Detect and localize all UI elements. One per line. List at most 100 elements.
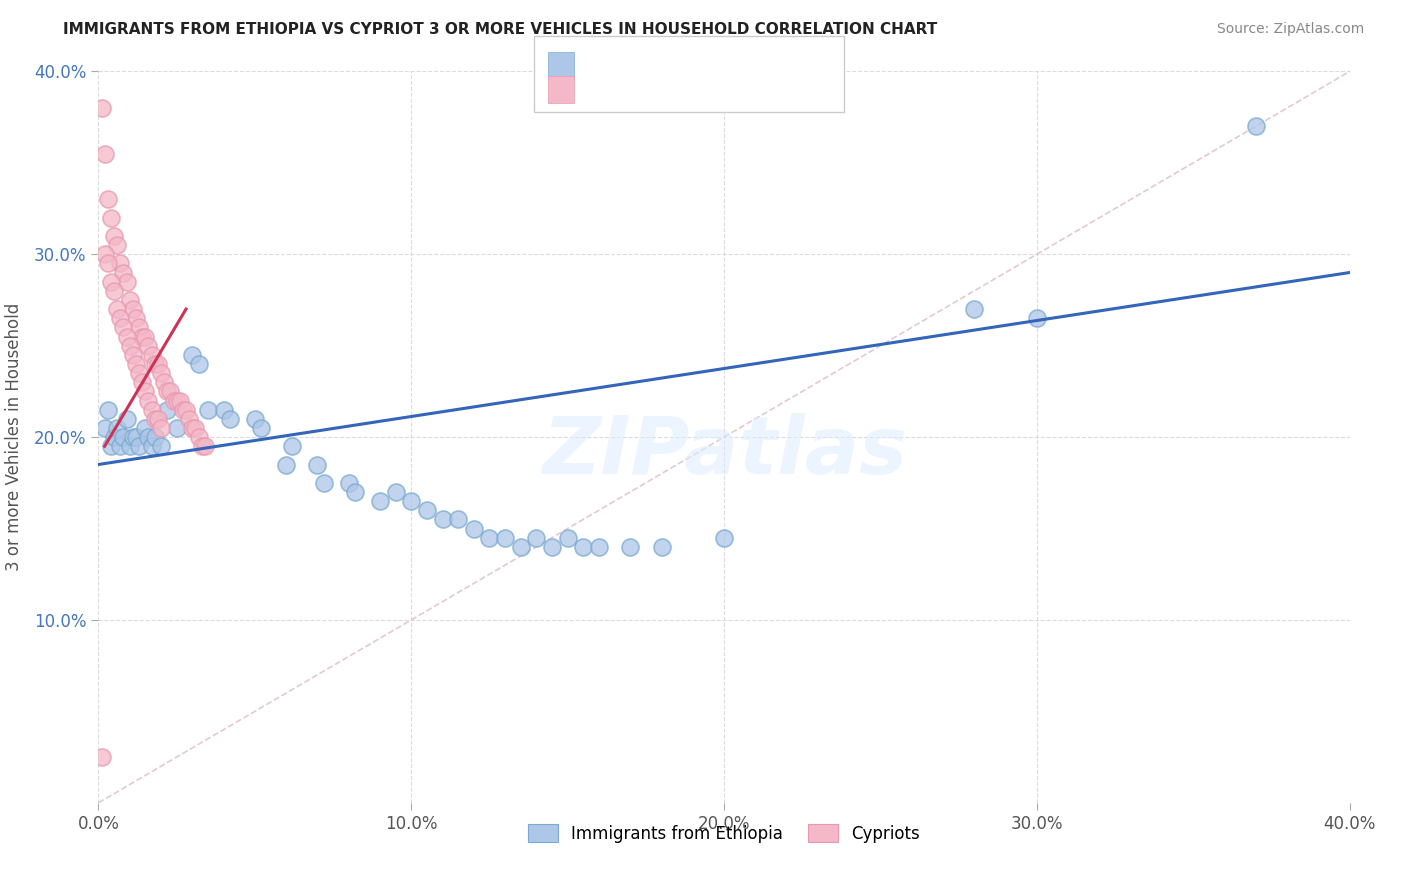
Point — [150, 366, 173, 380]
Text: N = 53: N = 53 — [693, 56, 756, 74]
Point — [494, 531, 516, 545]
Point — [100, 275, 122, 289]
Point — [115, 412, 138, 426]
Point — [541, 540, 564, 554]
Point — [212, 402, 235, 417]
Legend: Immigrants from Ethiopia, Cypriots: Immigrants from Ethiopia, Cypriots — [522, 818, 927, 849]
Point — [557, 531, 579, 545]
Point — [218, 412, 240, 426]
Point — [125, 430, 148, 444]
Point — [112, 266, 135, 280]
Text: IMMIGRANTS FROM ETHIOPIA VS CYPRIOT 3 OR MORE VEHICLES IN HOUSEHOLD CORRELATION : IMMIGRANTS FROM ETHIOPIA VS CYPRIOT 3 OR… — [63, 22, 938, 37]
Point — [368, 494, 391, 508]
Point — [100, 211, 122, 225]
Point — [343, 485, 366, 500]
Point — [118, 293, 141, 307]
Point — [184, 421, 207, 435]
Point — [134, 421, 156, 435]
Text: Source: ZipAtlas.com: Source: ZipAtlas.com — [1216, 22, 1364, 37]
Point — [131, 375, 153, 389]
Point — [150, 439, 173, 453]
Point — [162, 393, 184, 408]
Point — [110, 256, 132, 270]
Point — [1026, 311, 1049, 326]
Point — [526, 531, 548, 545]
Point — [447, 512, 470, 526]
Point — [384, 485, 406, 500]
Point — [156, 402, 179, 417]
Point — [713, 531, 735, 545]
Point — [105, 421, 128, 435]
Point — [963, 301, 986, 317]
Text: N = 55: N = 55 — [693, 80, 756, 98]
Point — [281, 439, 304, 453]
Point — [143, 412, 166, 426]
Point — [105, 238, 128, 252]
Point — [138, 338, 160, 352]
Point — [250, 421, 273, 435]
Point — [112, 320, 135, 334]
Point — [105, 301, 128, 317]
Point — [197, 402, 219, 417]
Point — [187, 357, 209, 371]
Point — [138, 430, 160, 444]
Point — [110, 311, 132, 326]
Point — [103, 430, 125, 444]
Point — [187, 430, 209, 444]
Point — [190, 439, 212, 453]
Point — [131, 329, 153, 343]
Point — [141, 439, 163, 453]
Point — [141, 402, 163, 417]
Point — [134, 329, 156, 343]
Point — [159, 384, 181, 399]
Point — [416, 503, 439, 517]
Point — [121, 348, 143, 362]
Point — [509, 540, 531, 554]
Point — [172, 402, 194, 417]
Point — [112, 430, 135, 444]
Point — [166, 421, 188, 435]
Point — [337, 475, 360, 490]
Point — [121, 301, 143, 317]
Point — [150, 421, 173, 435]
Point — [181, 421, 204, 435]
Point — [156, 384, 179, 399]
Point — [243, 412, 266, 426]
Point — [401, 494, 423, 508]
Point — [141, 348, 163, 362]
Point — [143, 357, 166, 371]
Point — [274, 458, 298, 472]
Point — [121, 430, 143, 444]
Point — [143, 430, 166, 444]
Point — [138, 393, 160, 408]
Point — [115, 329, 138, 343]
Point — [478, 531, 501, 545]
Text: ZIPatlas: ZIPatlas — [541, 413, 907, 491]
Point — [166, 393, 188, 408]
Y-axis label: 3 or more Vehicles in Household: 3 or more Vehicles in Household — [6, 303, 22, 571]
Point — [194, 439, 217, 453]
Point — [97, 256, 120, 270]
Point — [153, 375, 176, 389]
Point — [90, 750, 112, 764]
Point — [1244, 120, 1267, 134]
Point — [115, 275, 138, 289]
Point — [93, 247, 115, 261]
Point — [174, 402, 197, 417]
Point — [307, 458, 329, 472]
Point — [312, 475, 335, 490]
Point — [181, 348, 204, 362]
Point — [432, 512, 454, 526]
Point — [100, 439, 122, 453]
Point — [118, 439, 141, 453]
Point — [93, 421, 115, 435]
Point — [103, 229, 125, 244]
Text: R = 0.339: R = 0.339 — [585, 80, 675, 98]
Point — [128, 320, 150, 334]
Point — [97, 192, 120, 206]
Point — [118, 338, 141, 352]
Point — [134, 384, 156, 399]
Point — [619, 540, 641, 554]
Point — [110, 439, 132, 453]
Point — [93, 146, 115, 161]
